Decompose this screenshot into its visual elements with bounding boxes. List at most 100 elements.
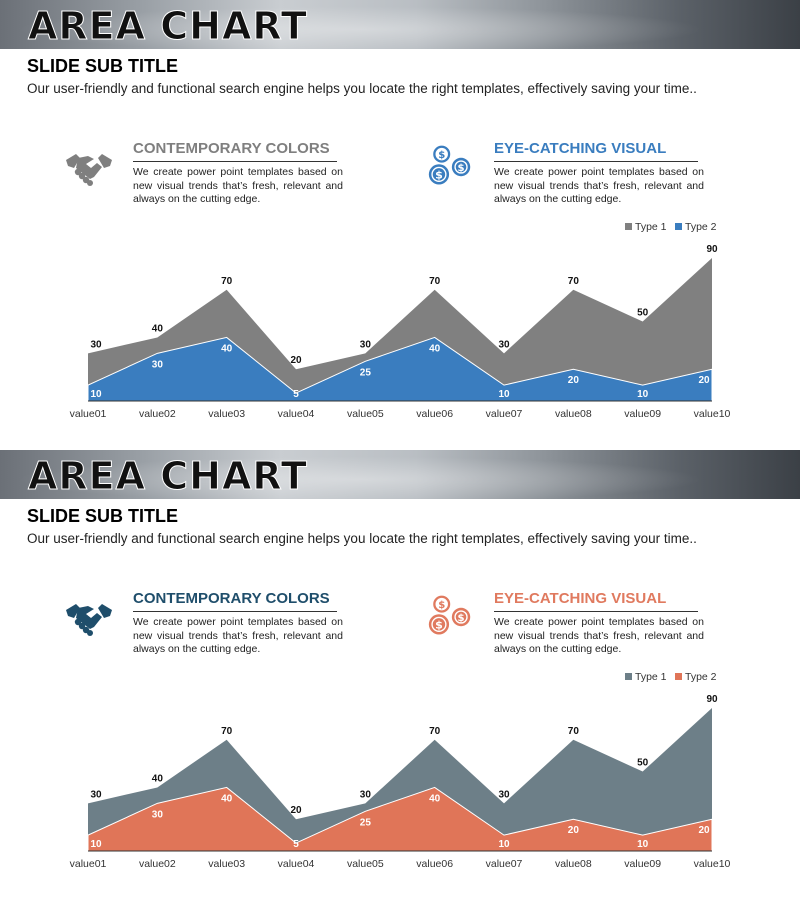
data-label-type1: 70	[429, 726, 441, 737]
x-tick-label: value04	[278, 408, 315, 420]
dollar-coins-icon: $ $ $	[428, 145, 471, 185]
legend-label: Type 1	[635, 671, 667, 683]
slide-title: AREA CHART	[28, 4, 308, 49]
feature-eye-catching-visual: EYE-CATCHING VISUAL We create power poin…	[494, 590, 714, 657]
data-label-type2: 20	[698, 375, 710, 386]
data-label-type1: 30	[360, 789, 372, 800]
x-tick-label: value01	[70, 858, 107, 870]
handshake-icon	[66, 604, 112, 636]
x-tick-label: value07	[486, 858, 523, 870]
x-tick-label: value08	[555, 858, 592, 870]
data-label-type2: 40	[221, 793, 233, 804]
data-label-type1: 30	[498, 789, 510, 800]
data-label-type2: 10	[90, 389, 102, 400]
x-tick-label: value06	[416, 858, 453, 870]
data-label-type1: 50	[637, 308, 649, 319]
data-label-type1: 40	[152, 323, 164, 334]
x-tick-label: value06	[416, 408, 453, 420]
feature-title: EYE-CATCHING VISUAL	[494, 140, 667, 157]
title-banner	[0, 450, 800, 499]
x-tick-label: value10	[694, 858, 731, 870]
data-label-type2: 5	[293, 389, 299, 400]
feature-title: CONTEMPORARY COLORS	[133, 140, 330, 157]
data-label-type2: 20	[568, 375, 580, 386]
feature-divider	[133, 161, 337, 162]
data-label-type2: 40	[221, 343, 233, 354]
x-tick-label: value09	[624, 408, 661, 420]
feature-body: We create power point templates based on…	[133, 616, 343, 655]
data-label-type1: 20	[290, 805, 302, 816]
data-label-type2: 10	[637, 839, 649, 850]
feature-body: We create power point templates based on…	[494, 616, 704, 655]
handshake-icon	[66, 154, 112, 186]
svg-text:$: $	[435, 619, 443, 632]
x-tick-label: value09	[624, 858, 661, 870]
data-label-type1: 30	[90, 339, 102, 350]
x-tick-label: value03	[208, 858, 245, 870]
data-label-type2: 25	[360, 817, 372, 828]
feature-body: We create power point templates based on…	[133, 166, 343, 205]
data-label-type1: 30	[90, 789, 102, 800]
data-label-type1: 40	[152, 773, 164, 784]
data-label-type1: 90	[706, 694, 718, 705]
data-label-type2: 10	[498, 389, 510, 400]
x-tick-label: value10	[694, 408, 731, 420]
feature-title: EYE-CATCHING VISUAL	[494, 590, 667, 607]
data-label-type2: 20	[698, 825, 710, 836]
feature-contemporary-colors: CONTEMPORARY COLORS We create power poin…	[133, 140, 353, 207]
data-label-type2: 5	[293, 839, 299, 850]
data-label-type2: 25	[360, 367, 372, 378]
slide-description: Our user-friendly and functional search …	[27, 531, 697, 546]
data-label-type1: 30	[360, 339, 372, 350]
feature-title: CONTEMPORARY COLORS	[133, 590, 330, 607]
slide-1: AREA CHART SLIDE SUB TITLE Our user-frie…	[0, 0, 800, 450]
svg-text:$: $	[458, 163, 465, 174]
x-tick-label: value03	[208, 408, 245, 420]
data-label-type2: 40	[429, 343, 441, 354]
x-tick-label: value08	[555, 408, 592, 420]
feature-body: We create power point templates based on…	[494, 166, 704, 205]
x-tick-label: value02	[139, 408, 176, 420]
feature-divider	[133, 611, 337, 612]
x-tick-label: value04	[278, 858, 315, 870]
area-series-2	[87, 786, 713, 852]
x-tick-label: value02	[139, 858, 176, 870]
data-label-type2: 40	[429, 793, 441, 804]
data-label-type2: 10	[637, 389, 649, 400]
legend-label: Type 2	[685, 671, 717, 683]
data-label-type1: 70	[429, 276, 441, 287]
data-label-type1: 70	[221, 276, 233, 287]
data-label-type2: 30	[152, 359, 164, 370]
legend-label: Type 1	[635, 221, 667, 233]
svg-text:$: $	[458, 613, 465, 624]
chart-legend: Type 1 Type 2	[625, 671, 717, 683]
area-series-2	[87, 336, 713, 402]
legend-label: Type 2	[685, 221, 717, 233]
x-tick-label: value05	[347, 858, 384, 870]
legend-swatch	[625, 673, 632, 680]
data-label-type1: 20	[290, 355, 302, 366]
chart-legend: Type 1 Type 2	[625, 221, 717, 233]
data-label-type2: 30	[152, 809, 164, 820]
data-label-type1: 30	[498, 339, 510, 350]
data-label-type2: 10	[498, 839, 510, 850]
slide-description: Our user-friendly and functional search …	[27, 81, 697, 96]
legend-swatch	[625, 223, 632, 230]
feature-contemporary-colors: CONTEMPORARY COLORS We create power poin…	[133, 590, 353, 657]
slide-2: AREA CHART SLIDE SUB TITLE Our user-frie…	[0, 450, 800, 900]
data-label-type2: 10	[90, 839, 102, 850]
slide-title: AREA CHART	[28, 454, 308, 499]
data-label-type1: 90	[706, 244, 718, 255]
area-chart: Type 1 Type 2 30 40 70 20 30 70 30 70 50 90 10 30 40 5 2…	[70, 221, 731, 420]
legend-swatch	[675, 673, 682, 680]
x-tick-label: value07	[486, 408, 523, 420]
x-tick-label: value05	[347, 408, 384, 420]
dollar-coins-icon: $ $ $	[428, 595, 471, 635]
legend-swatch	[675, 223, 682, 230]
feature-divider	[494, 161, 698, 162]
svg-text:$: $	[438, 600, 445, 611]
svg-text:$: $	[435, 169, 443, 182]
data-label-type1: 70	[221, 726, 233, 737]
data-label-type1: 70	[568, 276, 580, 287]
title-banner	[0, 0, 800, 49]
